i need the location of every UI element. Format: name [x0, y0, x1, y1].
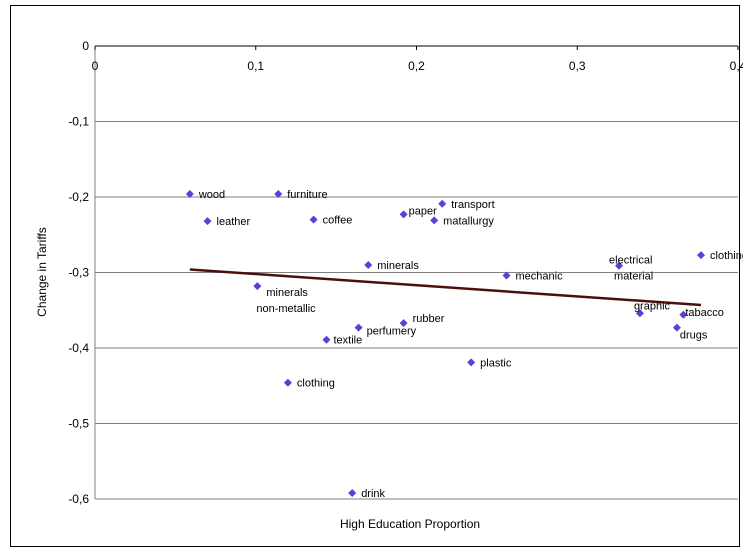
- point-label: transport: [451, 199, 494, 211]
- data-point: [185, 189, 194, 198]
- point-label: drugs: [680, 330, 708, 342]
- point-label: matallurgy: [443, 215, 494, 227]
- point-label: minerals: [377, 260, 419, 272]
- x-tick-label: 0: [92, 59, 99, 73]
- data-point: [697, 251, 706, 260]
- data-point: [467, 358, 476, 367]
- chart-frame: [10, 5, 740, 547]
- data-point: [364, 260, 373, 269]
- y-tick-label: -0,1: [68, 115, 89, 129]
- y-tick-label: -0,6: [68, 492, 89, 506]
- data-point: [309, 215, 318, 224]
- point-label: coffee: [323, 215, 353, 227]
- data-point: [354, 323, 363, 332]
- data-point: [635, 309, 644, 318]
- x-tick-label: 0,1: [247, 59, 264, 73]
- data-point: [348, 488, 357, 497]
- point-label: plastic: [480, 357, 512, 369]
- point-labels: wood leather furniture coffee paper transport…: [198, 189, 743, 500]
- y-axis-title: Change in Tariffs: [35, 227, 49, 317]
- point-label: tabacco: [685, 307, 724, 319]
- point-label: perfumery: [367, 326, 417, 338]
- data-point: [322, 335, 331, 344]
- data-point: [430, 216, 439, 225]
- point-label: minerals non-metallic: [256, 287, 316, 315]
- gridlines: [94, 45, 739, 500]
- data-point: [615, 261, 624, 270]
- data-point: [679, 310, 688, 319]
- point-label: furniture: [287, 189, 327, 201]
- point-label: graphic: [634, 300, 671, 312]
- data-point: [672, 323, 681, 332]
- data-point: [283, 378, 292, 387]
- y-tick-label: -0,4: [68, 341, 89, 355]
- data-points: [185, 189, 706, 497]
- point-label: textile: [333, 335, 362, 347]
- x-tick-labels: 0 0,1 0,2 0,3 0,4: [92, 59, 743, 73]
- y-tick-labels: 0 -0,1 -0,2 -0,3 -0,4 -0,5 -0,6: [68, 39, 89, 506]
- y-tick-label: -0,5: [68, 417, 89, 431]
- point-label: drink: [361, 488, 385, 500]
- data-point: [253, 282, 262, 291]
- data-point: [399, 319, 408, 328]
- point-label: clothing: [710, 250, 743, 262]
- data-point: [438, 199, 447, 208]
- y-tick-label: 0: [82, 39, 89, 53]
- y-tick-label: -0,2: [68, 190, 89, 204]
- data-point: [399, 210, 408, 219]
- x-tick-label: 0,3: [569, 59, 586, 73]
- point-label: leather: [217, 216, 251, 228]
- point-label: mechanic: [516, 271, 564, 283]
- point-label: paper: [409, 205, 437, 217]
- point-label: clothing: [297, 378, 335, 390]
- x-tick-label: 0,2: [408, 59, 425, 73]
- point-label: wood: [198, 189, 225, 201]
- point-label: rubber: [413, 313, 445, 325]
- trendline-group: [189, 268, 702, 307]
- y-tick-label: -0,3: [68, 266, 89, 280]
- data-point: [203, 217, 212, 226]
- data-point: [274, 189, 283, 198]
- x-axis-title: High Education Proportion: [340, 517, 480, 531]
- point-label: electrical material: [609, 255, 653, 283]
- trendline: [189, 268, 702, 307]
- data-point: [502, 271, 511, 280]
- x-tick-label: 0,4: [730, 59, 743, 73]
